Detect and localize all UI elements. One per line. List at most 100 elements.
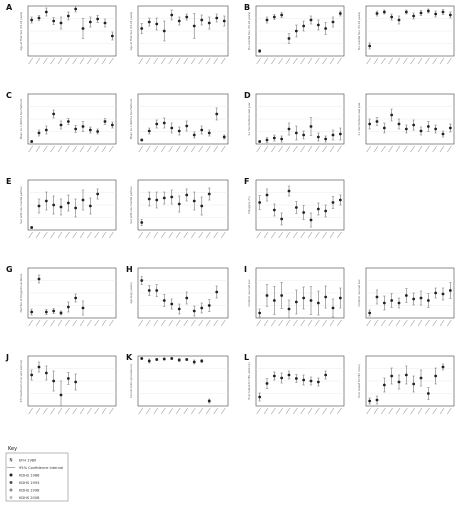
point-marker	[265, 18, 269, 22]
point-marker	[280, 376, 284, 380]
data-point	[434, 124, 438, 134]
x-tick-label	[300, 57, 305, 65]
point-marker	[81, 306, 85, 310]
data-point	[324, 204, 328, 218]
data-point	[309, 15, 313, 25]
x-tick-label	[72, 231, 77, 239]
x-tick-label	[329, 57, 335, 65]
data-point	[272, 286, 276, 315]
y-axis-label: Pre-marital Sex (15-24 years)	[247, 12, 251, 50]
data-point	[74, 293, 78, 303]
point-marker	[258, 395, 262, 399]
x-tick-label	[307, 319, 313, 327]
x-tick-label	[161, 57, 166, 65]
data-point	[140, 276, 144, 285]
data-point	[44, 191, 48, 211]
point-marker	[382, 10, 386, 14]
point-marker	[434, 12, 438, 16]
data-point	[207, 129, 211, 137]
x-tick-label	[278, 231, 283, 239]
x-tick-label	[213, 57, 218, 65]
key-label: 95% Confidence interval	[19, 466, 63, 470]
point-marker	[52, 309, 56, 313]
data-point	[52, 17, 56, 25]
data-point	[185, 13, 189, 21]
data-point	[200, 125, 204, 135]
x-tick-label	[72, 319, 77, 327]
data-point	[302, 130, 306, 140]
x-tick-label	[206, 407, 211, 415]
data-point	[280, 135, 284, 143]
data-point	[96, 15, 100, 23]
panel-E-8: E Sex with non-marital partner	[6, 177, 117, 239]
x-tick-label	[94, 57, 99, 65]
point-marker	[81, 125, 85, 128]
x-tick-label	[72, 57, 77, 65]
y-axis-label: Ever tested for HIV (women)	[247, 363, 251, 400]
x-tick-label	[329, 407, 335, 415]
panel-letter: H	[126, 265, 133, 274]
point-marker	[324, 27, 328, 30]
data-point	[316, 19, 320, 31]
x-tick-label	[138, 407, 143, 415]
data-point	[258, 195, 262, 210]
data-point	[368, 397, 372, 405]
data-point	[207, 299, 211, 312]
point-marker	[162, 29, 166, 33]
data-point	[110, 31, 114, 41]
point-marker	[207, 131, 211, 135]
x-tick-label	[221, 407, 226, 415]
point-marker	[30, 373, 34, 377]
point-marker	[52, 19, 56, 23]
data-point	[287, 33, 291, 44]
key-label: EFH 1980	[19, 459, 37, 463]
point-marker	[375, 12, 379, 15]
data-point	[162, 357, 166, 361]
point-marker	[140, 279, 144, 282]
point-marker	[177, 358, 181, 362]
panel-J-15: J STI treatment (men and women)	[5, 353, 117, 415]
panel-letter: E	[6, 177, 11, 186]
x-tick-label	[439, 319, 445, 327]
x-tick-label	[43, 319, 48, 327]
panel-letter: L	[244, 353, 249, 362]
point-marker	[324, 373, 328, 377]
data-point	[96, 188, 100, 200]
point-marker	[44, 128, 48, 132]
data-point	[170, 189, 174, 205]
point-marker	[170, 126, 174, 130]
point-marker	[287, 127, 291, 131]
x-tick-label	[263, 57, 269, 65]
data-point	[375, 10, 379, 17]
point-marker	[316, 135, 320, 139]
x-tick-label	[322, 145, 327, 153]
point-marker	[52, 379, 56, 383]
x-tick-label	[366, 319, 371, 327]
data-point	[426, 387, 430, 400]
data-point	[215, 13, 219, 23]
x-tick-label	[285, 231, 291, 239]
x-tick-label	[271, 407, 276, 415]
y-axis-label: Condom use last sex	[357, 279, 361, 306]
data-point	[30, 16, 34, 24]
x-tick-label	[57, 319, 63, 327]
point-marker	[375, 120, 379, 123]
x-tick-label	[213, 145, 218, 153]
data-point	[207, 398, 211, 404]
point-marker	[207, 192, 211, 196]
x-tick-label	[373, 407, 379, 415]
point-marker	[185, 193, 189, 197]
data-point	[324, 22, 328, 35]
x-tick-label	[94, 319, 99, 327]
x-tick-label	[366, 57, 371, 65]
x-tick-label	[381, 57, 386, 65]
x-tick-label	[410, 407, 415, 415]
point-marker	[441, 292, 445, 296]
point-marker	[368, 44, 372, 48]
data-point	[192, 359, 196, 365]
panel-letter: F	[244, 177, 249, 186]
data-point	[52, 308, 56, 314]
data-point	[287, 122, 291, 136]
x-tick-label	[447, 145, 452, 153]
